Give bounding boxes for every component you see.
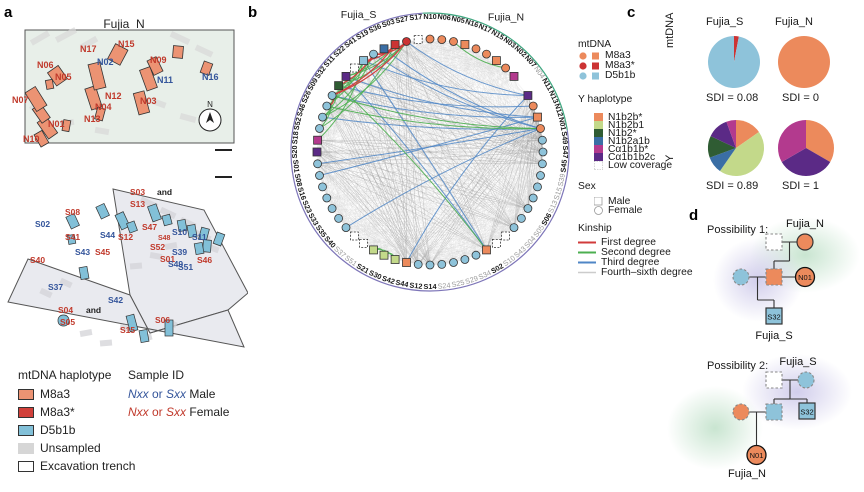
- svg-text:S43: S43: [75, 247, 90, 257]
- svg-text:S08: S08: [65, 207, 80, 217]
- svg-text:S44: S44: [100, 230, 115, 240]
- svg-text:S15: S15: [120, 325, 135, 335]
- svg-text:S06: S06: [155, 315, 170, 325]
- svg-text:S02: S02: [35, 219, 50, 229]
- svg-text:N10: N10: [23, 134, 40, 144]
- svg-text:N01: N01: [798, 273, 812, 282]
- svg-text:S03: S03: [130, 187, 145, 197]
- svg-text:S48: S48: [158, 235, 171, 242]
- svg-text:S45: S45: [95, 247, 110, 257]
- svg-text:N12: N12: [105, 91, 122, 101]
- svg-text:S13: S13: [130, 199, 145, 209]
- svg-text:N05: N05: [55, 72, 72, 82]
- svg-text:N07: N07: [12, 95, 29, 105]
- svg-text:S32: S32: [767, 313, 780, 322]
- svg-text:S52: S52: [150, 242, 165, 252]
- svg-text:S04: S04: [58, 305, 73, 315]
- svg-text:Fujia_S: Fujia_S: [755, 330, 792, 342]
- svg-text:N17: N17: [80, 44, 97, 54]
- svg-text:N11: N11: [157, 75, 173, 85]
- svg-text:S41: S41: [65, 232, 80, 242]
- svg-text:S10: S10: [172, 227, 187, 237]
- svg-text:S11: S11: [192, 232, 207, 242]
- svg-text:N16: N16: [202, 72, 219, 82]
- svg-text:S47: S47: [142, 222, 157, 232]
- svg-text:N13: N13: [84, 114, 101, 124]
- svg-text:S32: S32: [800, 408, 813, 417]
- svg-text:S51: S51: [178, 262, 193, 272]
- svg-text:N09: N09: [150, 55, 167, 65]
- svg-text:N02: N02: [97, 57, 114, 67]
- svg-text:S37: S37: [48, 282, 63, 292]
- svg-text:S12: S12: [118, 232, 133, 242]
- svg-text:N15: N15: [118, 39, 135, 49]
- svg-text:N06: N06: [37, 60, 54, 70]
- svg-text:and: and: [86, 305, 101, 315]
- svg-text:N03: N03: [140, 96, 157, 106]
- svg-text:S05: S05: [60, 317, 75, 327]
- svg-text:S46: S46: [197, 255, 212, 265]
- svg-text:S39: S39: [172, 247, 187, 257]
- svg-text:N04: N04: [95, 102, 112, 112]
- svg-text:S42: S42: [108, 295, 123, 305]
- svg-text:and: and: [157, 187, 172, 197]
- svg-text:N01: N01: [48, 119, 65, 129]
- svg-text:Fujia_S: Fujia_S: [779, 356, 816, 368]
- svg-text:Fujia_N: Fujia_N: [728, 468, 766, 480]
- svg-text:Fujia_N: Fujia_N: [786, 218, 824, 230]
- svg-text:S40: S40: [30, 255, 45, 265]
- svg-text:N01: N01: [750, 451, 764, 460]
- svg-text:N: N: [207, 100, 213, 109]
